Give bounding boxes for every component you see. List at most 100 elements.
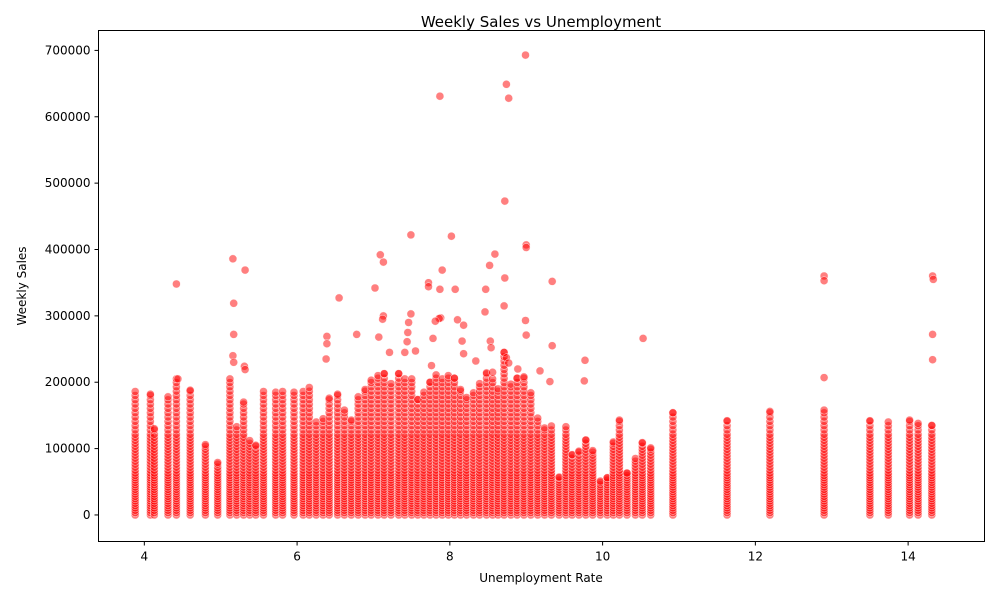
data-point <box>521 330 531 340</box>
data-point <box>884 417 893 427</box>
x-tick-label: 6 <box>293 550 301 564</box>
points-layer <box>130 50 938 520</box>
data-point <box>172 279 181 289</box>
data-point <box>213 458 222 467</box>
data-point <box>245 436 254 445</box>
data-point <box>251 441 261 450</box>
y-tick-label: 0 <box>83 508 91 522</box>
data-point <box>622 468 632 478</box>
data-point <box>459 320 468 330</box>
data-point <box>407 374 416 384</box>
y-axis: 0 100000 200000 300000 400000 500000 600000 700… <box>45 43 99 522</box>
data-point <box>403 328 413 337</box>
data-point <box>928 330 937 339</box>
data-point <box>240 365 250 374</box>
data-point <box>490 249 500 259</box>
data-point <box>580 376 589 386</box>
y-tick-label: 700000 <box>45 43 91 57</box>
data-point <box>535 366 545 376</box>
data-point <box>722 416 732 425</box>
data-point <box>453 315 462 325</box>
data-point <box>500 273 510 283</box>
x-axis-label: Unemployment Rate <box>479 571 603 585</box>
data-point <box>321 354 331 364</box>
data-point <box>561 422 571 431</box>
data-point <box>547 421 556 431</box>
data-point <box>402 337 412 346</box>
data-point <box>913 419 923 428</box>
data-point <box>502 80 511 89</box>
data-point <box>376 250 385 260</box>
data-point <box>450 373 459 383</box>
data-point <box>588 446 597 455</box>
data-point <box>334 293 344 303</box>
data-point <box>379 257 388 267</box>
data-point <box>521 316 530 325</box>
data-point <box>819 405 829 415</box>
data-point <box>229 330 238 339</box>
y-tick-label: 500000 <box>45 176 91 190</box>
data-point <box>819 373 829 382</box>
data-point <box>519 372 529 382</box>
y-tick-label: 400000 <box>45 243 91 257</box>
data-point <box>521 50 530 60</box>
data-point <box>225 374 235 384</box>
data-point <box>352 330 361 339</box>
data-point <box>173 374 183 384</box>
data-point <box>481 285 490 294</box>
data-point <box>379 369 389 378</box>
data-point <box>504 93 513 103</box>
data-point <box>485 261 494 270</box>
data-point <box>431 316 440 326</box>
data-point <box>400 348 410 357</box>
data-point <box>322 332 332 341</box>
data-point <box>374 332 384 342</box>
data-point <box>928 355 937 364</box>
data-point <box>499 301 509 311</box>
data-point <box>424 282 433 291</box>
data-point <box>385 348 394 357</box>
y-axis-label: Weekly Sales <box>15 246 29 325</box>
data-point <box>229 358 238 367</box>
data-point <box>378 314 387 324</box>
data-point <box>404 318 413 327</box>
data-point <box>278 387 287 396</box>
data-point <box>581 435 591 445</box>
data-point <box>240 265 250 275</box>
data-point <box>526 388 536 398</box>
data-point <box>447 231 456 241</box>
data-point <box>289 387 299 397</box>
data-point <box>411 346 420 356</box>
data-point <box>239 397 248 407</box>
data-point <box>480 307 490 317</box>
data-point <box>370 283 380 293</box>
y-tick-label: 600000 <box>45 110 91 124</box>
data-point <box>394 369 403 378</box>
data-point <box>905 415 914 425</box>
x-tick-label: 4 <box>141 550 149 564</box>
data-point <box>333 389 342 399</box>
x-tick-label: 8 <box>446 550 454 564</box>
data-point <box>259 387 268 396</box>
data-point <box>521 243 531 252</box>
data-point <box>547 341 557 350</box>
data-point <box>228 254 238 264</box>
data-point <box>386 379 396 388</box>
data-point <box>305 383 314 392</box>
data-point <box>457 336 467 346</box>
data-point <box>437 265 447 275</box>
data-point <box>471 356 481 366</box>
data-point <box>765 407 775 416</box>
data-point <box>504 358 513 368</box>
y-tick-label: 200000 <box>45 375 91 389</box>
data-point <box>547 277 557 286</box>
data-point <box>450 285 460 294</box>
data-point <box>929 275 938 284</box>
data-point <box>638 438 647 447</box>
data-point <box>229 299 238 308</box>
data-point <box>819 276 829 285</box>
x-tick-label: 14 <box>900 550 915 564</box>
data-point <box>668 408 678 418</box>
data-point <box>456 385 465 394</box>
